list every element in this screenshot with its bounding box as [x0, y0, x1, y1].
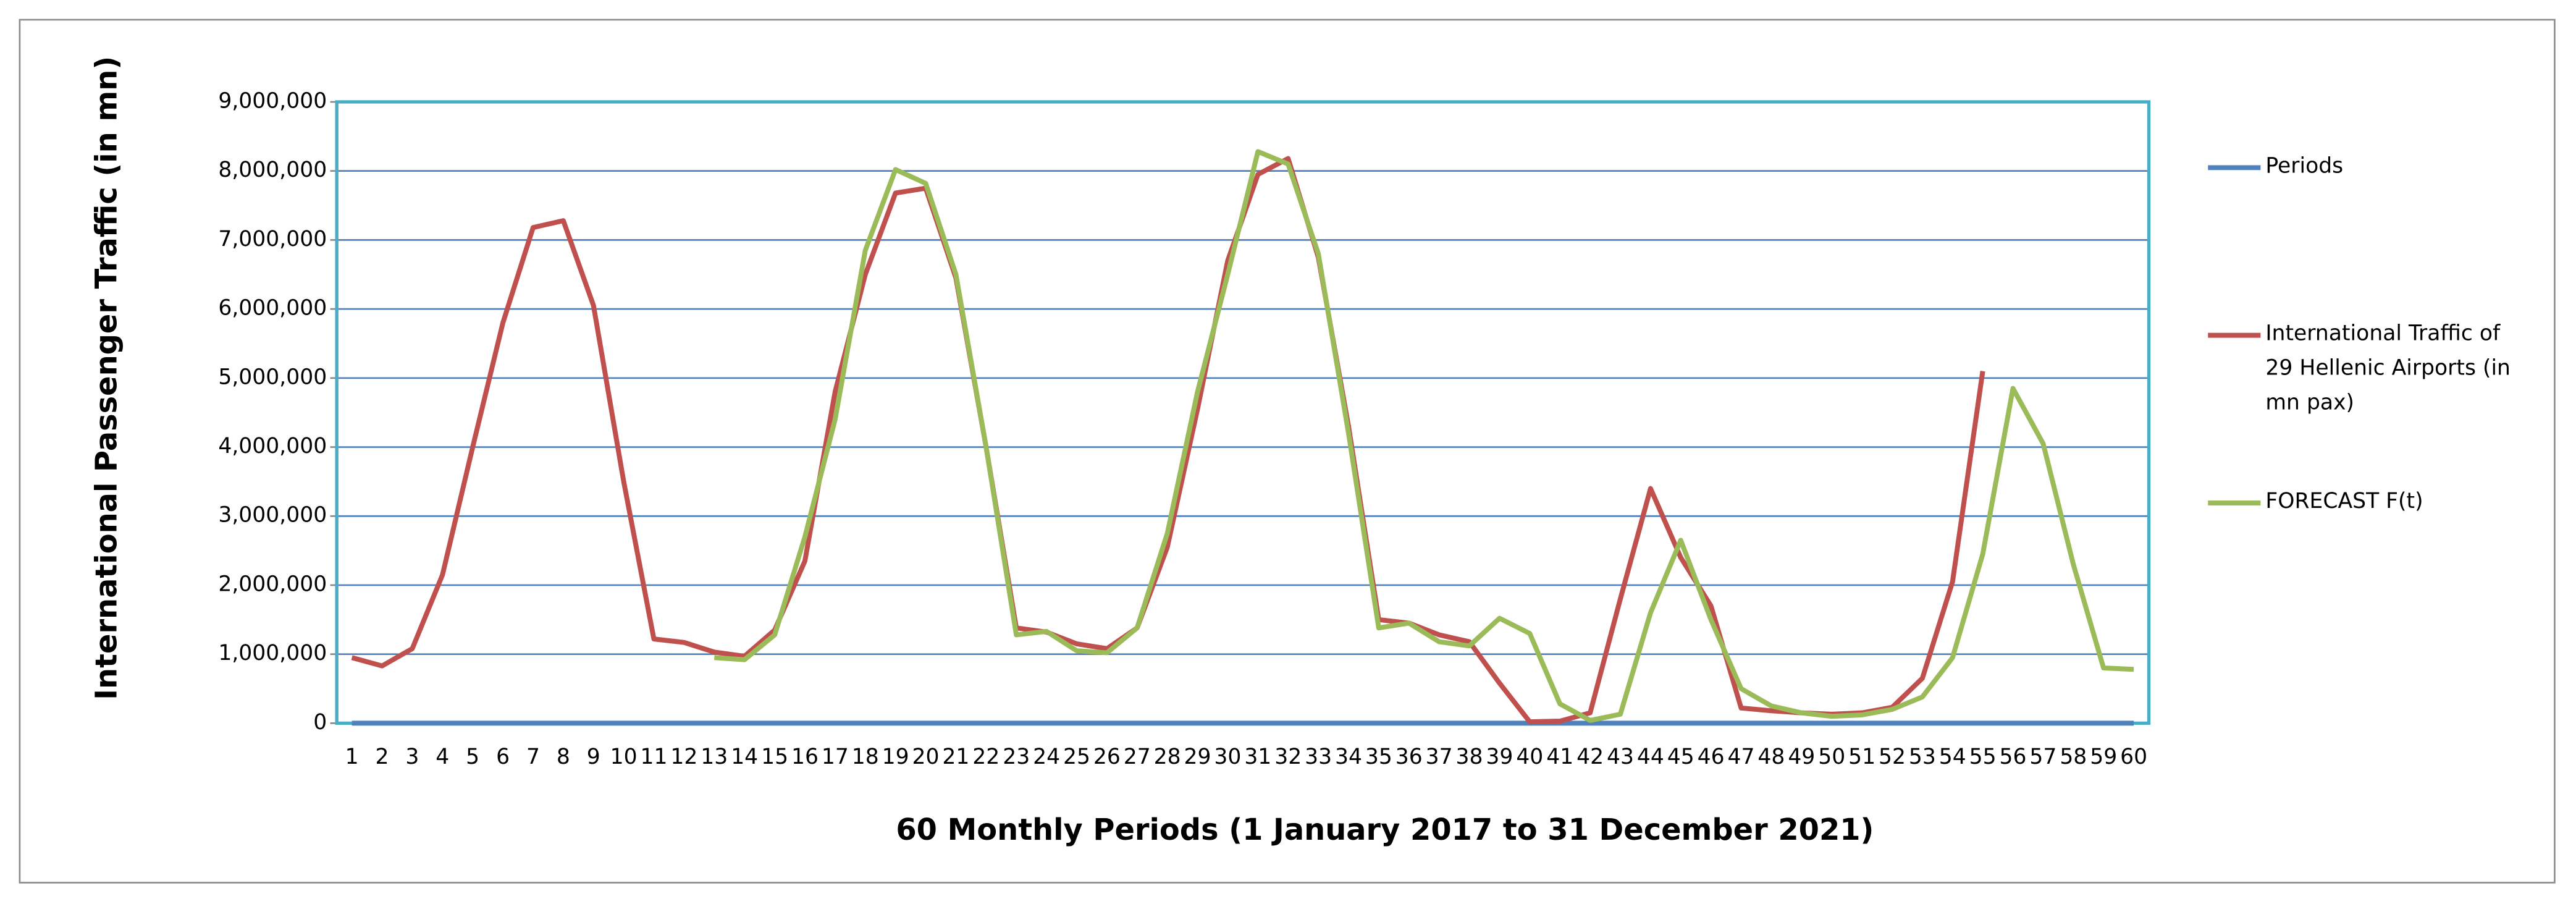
x-tick-label: 34 — [1335, 745, 1362, 769]
x-tick-label: 59 — [2090, 745, 2117, 769]
x-tick-label: 55 — [1969, 745, 1997, 769]
x-tick-label: 12 — [670, 745, 697, 769]
x-tick-label: 16 — [791, 745, 819, 769]
plot-area — [337, 101, 2149, 724]
x-tick-label: 44 — [1637, 745, 1664, 769]
x-tick-label: 23 — [1003, 745, 1030, 769]
x-tick-label: 5 — [466, 745, 479, 769]
x-tick-label: 8 — [557, 745, 570, 769]
x-axis-title: 60 Monthly Periods (1 January 2017 to 31… — [896, 813, 1874, 847]
x-tick-label: 3 — [405, 745, 419, 769]
y-tick-label: 1,000,000 — [218, 641, 327, 665]
x-tick-label: 41 — [1546, 745, 1573, 769]
x-tick-label: 49 — [1788, 745, 1815, 769]
x-tick-label: 45 — [1667, 745, 1694, 769]
y-tick-label: 4,000,000 — [218, 434, 327, 458]
x-tick-label: 9 — [587, 745, 600, 769]
x-tick-label: 17 — [822, 745, 849, 769]
y-tick-label: 7,000,000 — [218, 227, 327, 251]
x-tick-label: 25 — [1063, 745, 1090, 769]
x-tick-label: 27 — [1124, 745, 1151, 769]
x-tick-label: 24 — [1033, 745, 1060, 769]
x-tick-label: 14 — [731, 745, 758, 769]
legend-label: International Traffic of 29 Hellenic Air… — [2265, 322, 2511, 416]
x-tick-label: 1 — [345, 745, 359, 769]
y-tick-label: 6,000,000 — [218, 296, 327, 321]
x-tick-label: 29 — [1184, 745, 1211, 769]
legend-item: FORECAST F(t) — [2265, 489, 2423, 515]
x-tick-label: 19 — [882, 745, 909, 769]
x-tick-label: 21 — [942, 745, 969, 769]
x-tick-label: 18 — [852, 745, 879, 769]
x-tick-label: 31 — [1244, 745, 1271, 769]
y-tick-label: 8,000,000 — [218, 158, 327, 182]
legend-label: Periods — [2265, 154, 2344, 179]
x-tick-label: 48 — [1757, 745, 1785, 769]
x-tick-label: 35 — [1365, 745, 1392, 769]
legend-label: FORECAST F(t) — [2265, 489, 2423, 515]
x-tick-label: 4 — [436, 745, 449, 769]
x-tick-label: 37 — [1426, 745, 1453, 769]
y-tick-label: 2,000,000 — [218, 572, 327, 596]
x-tick-label: 51 — [1848, 745, 1875, 769]
x-tick-label: 20 — [912, 745, 940, 769]
x-tick-label: 57 — [2029, 745, 2056, 769]
y-tick-label: 9,000,000 — [218, 88, 327, 113]
x-tick-label: 26 — [1093, 745, 1121, 769]
x-tick-label: 47 — [1728, 745, 1755, 769]
x-tick-label: 50 — [1818, 745, 1845, 769]
x-tick-label: 36 — [1395, 745, 1423, 769]
x-tick-label: 6 — [496, 745, 510, 769]
x-tick-label: 60 — [2120, 745, 2147, 769]
x-tick-label: 52 — [1879, 745, 1906, 769]
y-tick-label: 0 — [313, 710, 327, 735]
legend-item: International Traffic of 29 Hellenic Air… — [2265, 322, 2511, 416]
x-tick-label: 7 — [526, 745, 540, 769]
x-tick-label: 28 — [1154, 745, 1181, 769]
x-tick-label: 10 — [610, 745, 638, 769]
x-tick-label: 33 — [1305, 745, 1332, 769]
x-tick-label: 38 — [1456, 745, 1483, 769]
x-tick-label: 40 — [1516, 745, 1543, 769]
x-tick-label: 11 — [641, 745, 668, 769]
x-tick-label: 13 — [701, 745, 728, 769]
y-tick-label: 3,000,000 — [218, 503, 327, 528]
x-tick-label: 2 — [376, 745, 389, 769]
legend-item: Periods — [2265, 154, 2344, 179]
x-tick-label: 42 — [1576, 745, 1604, 769]
y-axis-title: International Passenger Traffic (in mn) — [90, 56, 124, 700]
x-tick-label: 53 — [1909, 745, 1936, 769]
x-tick-label: 22 — [972, 745, 1000, 769]
x-tick-label: 56 — [2000, 745, 2027, 769]
y-tick-label: 5,000,000 — [218, 365, 327, 389]
x-tick-label: 30 — [1214, 745, 1241, 769]
series-line — [714, 149, 2134, 723]
x-tick-label: 43 — [1607, 745, 1634, 769]
x-tick-label: 32 — [1274, 745, 1302, 769]
x-tick-label: 15 — [761, 745, 788, 769]
x-tick-label: 54 — [1939, 745, 1966, 769]
x-tick-label: 58 — [2060, 745, 2087, 769]
series-line — [351, 156, 1985, 725]
x-tick-label: 39 — [1486, 745, 1513, 769]
x-tick-label: 46 — [1698, 745, 1725, 769]
